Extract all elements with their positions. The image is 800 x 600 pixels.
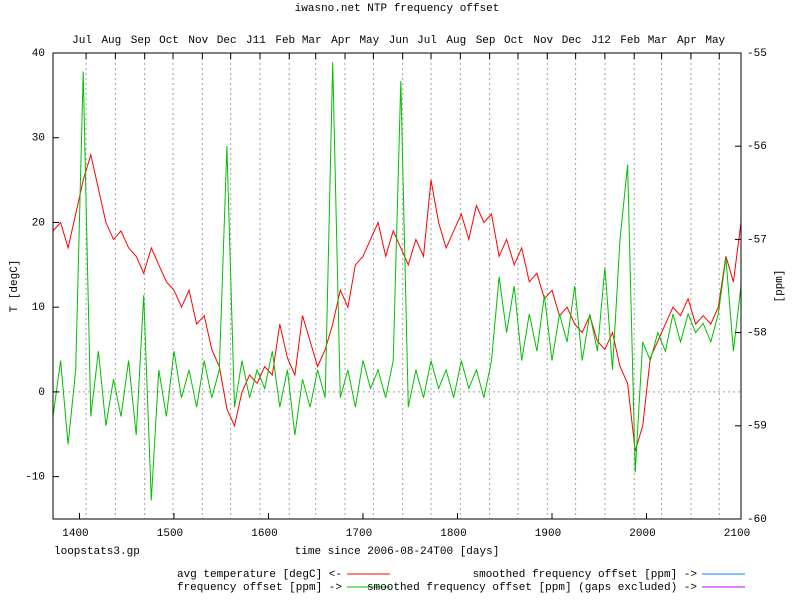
- x2-tick-label: Mar: [648, 35, 668, 47]
- y2-tick-label: -60: [747, 514, 767, 526]
- x-axis-label: time since 2006-08-24T00 [days]: [295, 546, 500, 558]
- x2-tick-label: Jul: [417, 35, 437, 47]
- x2-tick-label: Nov: [533, 35, 553, 47]
- legend-label: smoothed frequency offset [ppm] ->: [473, 569, 697, 581]
- x2-tick-label: May: [705, 35, 725, 47]
- x2-tick-label: Mar: [302, 35, 322, 47]
- x2-tick-label: Aug: [446, 35, 466, 47]
- x2-tick-label: Apr: [331, 35, 351, 47]
- x2-tick-label: Feb: [275, 35, 295, 47]
- legend-label: frequency offset [ppm] ->: [177, 582, 342, 594]
- x-tick-label: 1700: [346, 528, 372, 540]
- x2-tick-label: Feb: [620, 35, 640, 47]
- y2-tick-label: -59: [747, 421, 767, 433]
- x2-tick-label: Oct: [159, 35, 179, 47]
- legend-label: smoothed frequency offset [ppm] (gaps ex…: [367, 582, 697, 594]
- y2-tick-label: -56: [747, 141, 767, 153]
- y-tick-label: 40: [32, 48, 45, 60]
- x2-tick-label: Sep: [476, 35, 496, 47]
- x-tick-label: 2100: [724, 528, 750, 540]
- x-tick-label: 1500: [157, 528, 183, 540]
- x2-tick-label: Apr: [677, 35, 697, 47]
- data-line: [53, 152, 741, 452]
- x2-tick-label: Dec: [562, 35, 582, 47]
- x2-tick-label: Aug: [101, 35, 121, 47]
- data-line: [53, 62, 741, 501]
- y2-tick-label: -58: [747, 328, 767, 340]
- y2-axis-label: [ppm]: [774, 269, 786, 302]
- y-axis-label: T [degC]: [9, 260, 21, 313]
- y-tick-label: 0: [38, 387, 45, 399]
- x2-tick-label: Dec: [217, 35, 237, 47]
- x2-tick-label: J11: [246, 35, 266, 47]
- chart-title: iwasno.net NTP frequency offset: [295, 3, 500, 15]
- x-tick-label: 1400: [62, 528, 88, 540]
- footnote: loopstats3.gp: [54, 546, 140, 558]
- y2-tick-label: -57: [747, 234, 767, 246]
- x2-tick-label: May: [359, 35, 379, 47]
- plot-frame: [52, 52, 742, 520]
- y-tick-label: -10: [25, 472, 45, 484]
- x-tick-label: 1900: [535, 528, 561, 540]
- x2-tick-label: Jul: [72, 35, 92, 47]
- x2-tick-label: Sep: [131, 35, 151, 47]
- x2-tick-label: J12: [591, 35, 611, 47]
- x-tick-label: 1600: [251, 528, 277, 540]
- y-tick-label: 20: [32, 217, 45, 229]
- x2-tick-label: Jun: [389, 35, 409, 47]
- legend-label: avg temperature [degC] <-: [177, 569, 342, 581]
- y-tick-label: 30: [32, 133, 45, 145]
- x-tick-label: 1800: [440, 528, 466, 540]
- x2-tick-label: Oct: [504, 35, 524, 47]
- x-tick-label: 2000: [629, 528, 655, 540]
- y-tick-label: 10: [32, 302, 45, 314]
- y2-tick-label: -55: [747, 48, 767, 60]
- x2-tick-label: Nov: [188, 35, 208, 47]
